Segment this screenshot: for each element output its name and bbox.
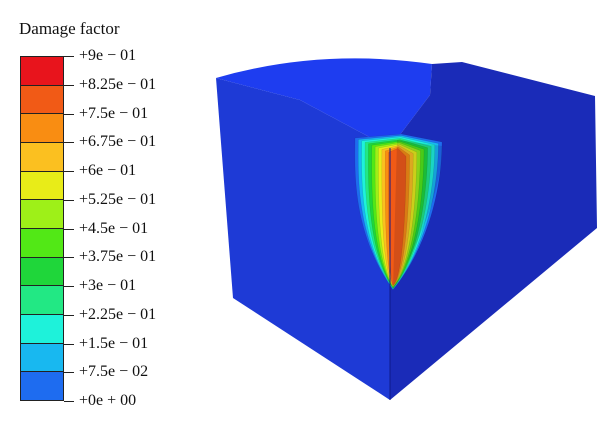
legend-swatch xyxy=(21,256,63,286)
legend-tick xyxy=(64,257,74,258)
legend-tick xyxy=(64,114,74,115)
legend-tick-label: +7.5e − 02 xyxy=(79,363,149,380)
legend-tick-label: +2.25e − 01 xyxy=(79,306,157,323)
legend-swatch xyxy=(21,142,63,171)
legend-swatch xyxy=(21,342,63,372)
model-top-face xyxy=(216,58,432,148)
legend-tick xyxy=(64,286,74,287)
legend-swatch xyxy=(21,113,63,143)
legend-tick xyxy=(64,56,74,57)
legend-tick-label: +9e − 01 xyxy=(79,47,137,64)
legend-tick-label: +7.5e − 01 xyxy=(79,105,149,122)
legend-tick-label: +8.25e − 01 xyxy=(79,76,157,93)
legend-color-bar xyxy=(20,56,64,401)
legend-tick xyxy=(64,315,74,316)
legend-tick xyxy=(64,372,74,373)
legend-title: Damage factor xyxy=(19,19,120,38)
legend-tick-label: +4.5e − 01 xyxy=(79,220,149,237)
legend-swatch xyxy=(21,57,63,85)
legend-swatch xyxy=(21,314,63,343)
legend-swatch xyxy=(21,228,63,257)
legend-tick-label: +6e − 01 xyxy=(79,162,137,179)
legend-tick xyxy=(64,142,74,143)
legend-tick xyxy=(64,171,74,172)
model-left-face xyxy=(216,78,390,400)
legend-swatch xyxy=(21,84,63,114)
legend-tick xyxy=(64,401,74,402)
legend-tick-label: +6.75e − 01 xyxy=(79,133,157,150)
legend-swatch xyxy=(21,285,63,315)
legend-tick xyxy=(64,229,74,230)
legend-swatch xyxy=(21,371,63,401)
legend-tick xyxy=(64,85,74,86)
legend-tick xyxy=(64,200,74,201)
contour-side-shading xyxy=(393,140,442,290)
legend-tick-label: +1.5e − 01 xyxy=(79,335,149,352)
legend-tick-label: +3e − 01 xyxy=(79,277,137,294)
legend-tick xyxy=(64,344,74,345)
legend-swatch xyxy=(21,170,63,200)
legend-tick-label: +3.75e − 01 xyxy=(79,248,157,265)
legend-swatch xyxy=(21,199,63,229)
legend-tick-label: +0e + 00 xyxy=(79,392,137,409)
legend-tick-label: +5.25e − 01 xyxy=(79,191,157,208)
